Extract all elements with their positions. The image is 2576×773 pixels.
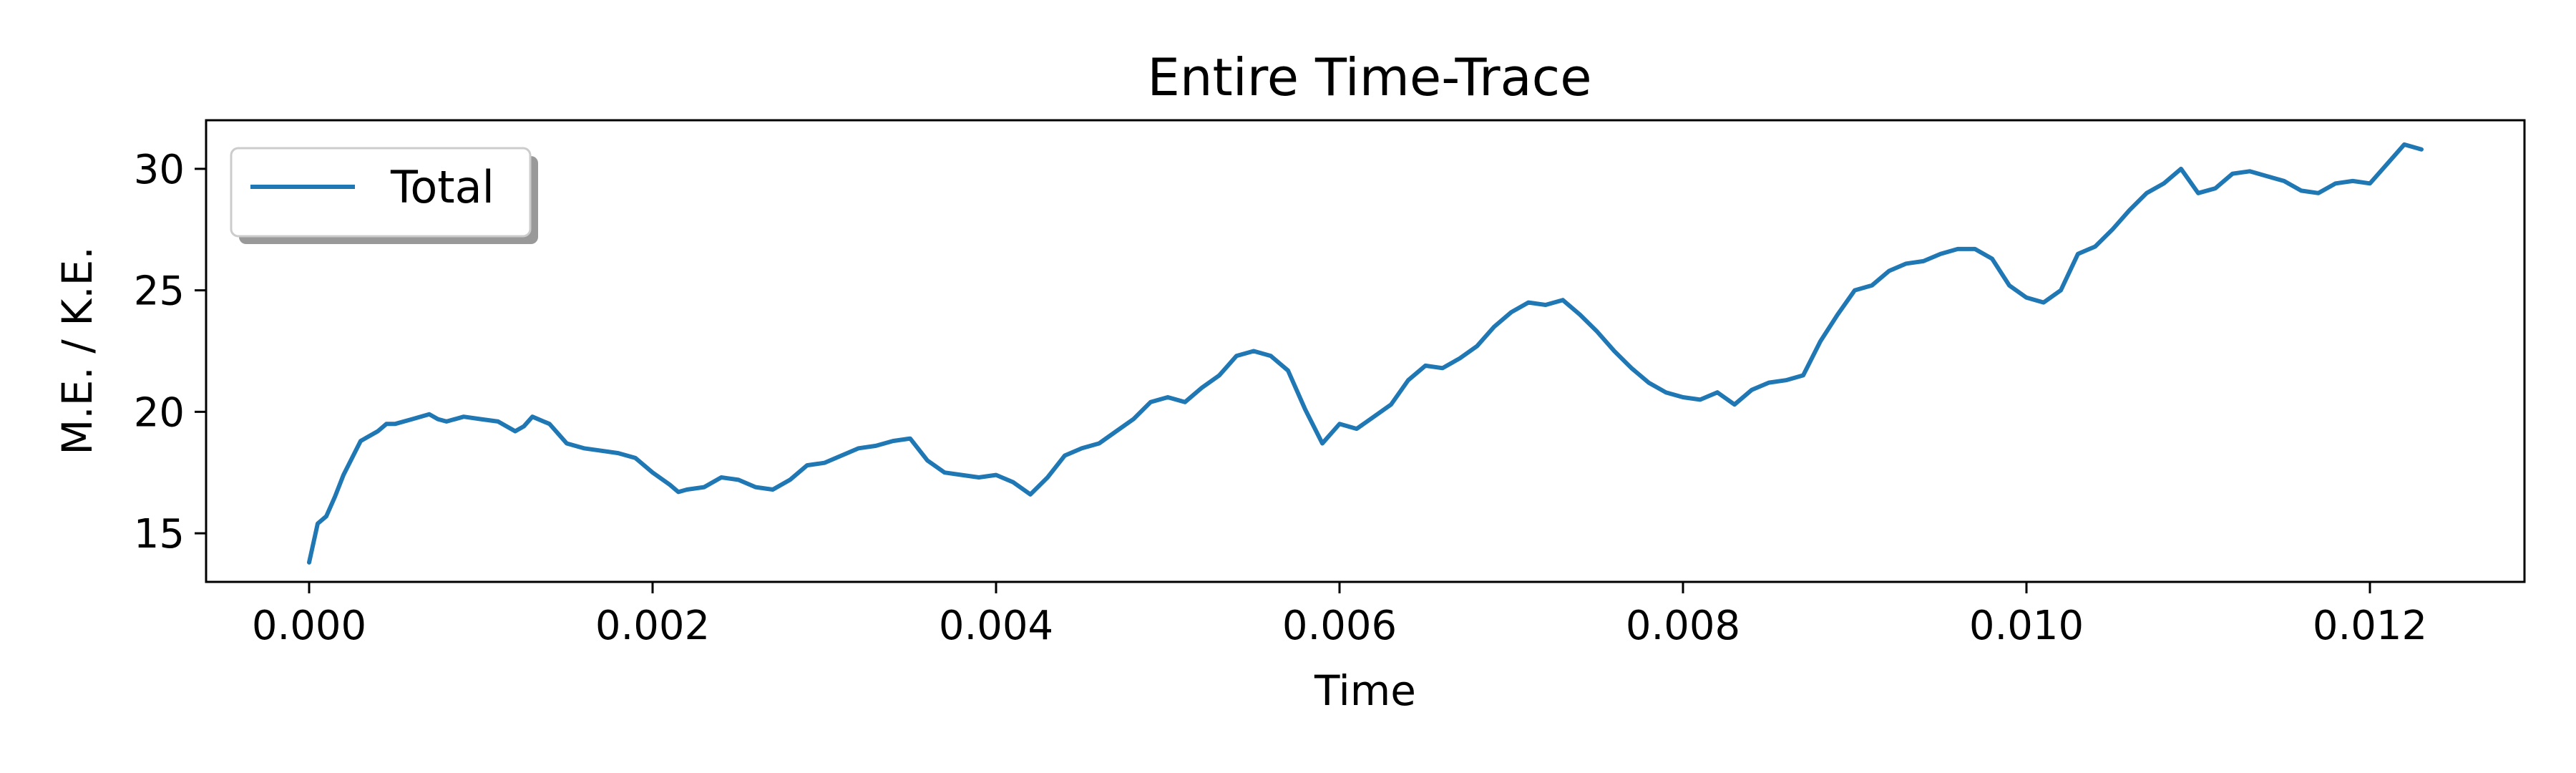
x-ticks: 0.000 0.002 0.004 0.006 0.008 0.010 0.012 — [252, 582, 2427, 649]
series-layer — [307, 142, 2424, 565]
y-tick-label: 30 — [134, 147, 185, 193]
legend-label-total: Total — [390, 161, 494, 213]
series-line-total — [307, 142, 2424, 565]
y-tick-label: 20 — [134, 389, 185, 436]
x-tick-label: 0.010 — [1969, 603, 2084, 649]
y-ticks: 15 20 25 30 — [134, 147, 206, 558]
x-axis-label: Time — [1314, 666, 1416, 715]
x-tick-label: 0.000 — [252, 603, 366, 649]
x-tick-label: 0.006 — [1282, 603, 1397, 649]
x-tick-label: 0.008 — [1626, 603, 1740, 649]
y-tick-label: 25 — [134, 268, 185, 315]
plot-area — [205, 119, 2526, 583]
legend: Total — [230, 147, 538, 244]
axes-frame — [205, 119, 2526, 583]
x-tick-label: 0.004 — [939, 603, 1053, 649]
legend-box — [230, 147, 532, 238]
y-tick-label: 15 — [134, 511, 185, 558]
y-axis-label: M.E. / K.E. — [53, 246, 102, 455]
x-tick-label: 0.012 — [2313, 603, 2427, 649]
x-tick-label: 0.002 — [595, 603, 710, 649]
chart-title: Entire Time-Trace — [1147, 47, 1591, 107]
